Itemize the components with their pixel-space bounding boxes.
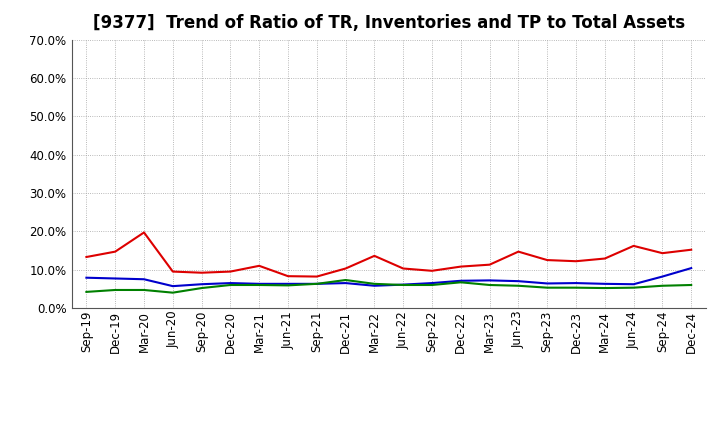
Inventories <box>255 281 264 286</box>
Trade Receivables <box>428 268 436 273</box>
Inventories <box>687 265 696 271</box>
Trade Receivables <box>485 262 494 268</box>
Trade Payables <box>629 285 638 290</box>
Trade Payables <box>456 280 465 285</box>
Trade Receivables <box>168 269 177 274</box>
Trade Receivables <box>543 257 552 263</box>
Trade Receivables <box>111 249 120 254</box>
Trade Receivables <box>140 230 148 235</box>
Trade Payables <box>572 285 580 290</box>
Trade Receivables <box>687 247 696 253</box>
Trade Payables <box>140 287 148 293</box>
Trade Payables <box>543 285 552 290</box>
Trade Payables <box>514 283 523 288</box>
Line: Trade Receivables: Trade Receivables <box>86 232 691 277</box>
Line: Trade Payables: Trade Payables <box>86 280 691 293</box>
Trade Payables <box>399 282 408 288</box>
Inventories <box>341 280 350 286</box>
Trade Payables <box>82 289 91 294</box>
Inventories <box>284 281 292 286</box>
Trade Receivables <box>600 256 609 261</box>
Inventories <box>600 281 609 286</box>
Trade Receivables <box>82 254 91 260</box>
Trade Payables <box>312 281 321 286</box>
Trade Payables <box>341 277 350 282</box>
Trade Payables <box>226 282 235 288</box>
Inventories <box>111 276 120 281</box>
Trade Receivables <box>197 270 206 275</box>
Inventories <box>197 282 206 287</box>
Trade Payables <box>370 281 379 286</box>
Trade Receivables <box>629 243 638 249</box>
Inventories <box>543 281 552 286</box>
Inventories <box>140 277 148 282</box>
Inventories <box>312 281 321 286</box>
Trade Receivables <box>255 263 264 268</box>
Trade Payables <box>255 282 264 288</box>
Inventories <box>456 278 465 283</box>
Inventories <box>168 283 177 289</box>
Inventories <box>572 280 580 286</box>
Trade Payables <box>111 287 120 293</box>
Trade Payables <box>600 286 609 291</box>
Trade Payables <box>168 290 177 295</box>
Inventories <box>658 274 667 279</box>
Inventories <box>629 282 638 287</box>
Trade Receivables <box>370 253 379 258</box>
Trade Receivables <box>456 264 465 269</box>
Line: Inventories: Inventories <box>86 268 691 286</box>
Inventories <box>82 275 91 280</box>
Inventories <box>226 280 235 286</box>
Inventories <box>399 282 408 287</box>
Trade Payables <box>197 286 206 291</box>
Inventories <box>485 278 494 283</box>
Inventories <box>514 279 523 284</box>
Trade Payables <box>284 283 292 288</box>
Trade Receivables <box>399 266 408 271</box>
Trade Receivables <box>312 274 321 279</box>
Trade Payables <box>485 282 494 288</box>
Inventories <box>370 283 379 288</box>
Trade Receivables <box>284 274 292 279</box>
Trade Receivables <box>572 259 580 264</box>
Trade Payables <box>658 283 667 288</box>
Trade Receivables <box>658 250 667 256</box>
Trade Receivables <box>514 249 523 254</box>
Inventories <box>428 280 436 286</box>
Trade Payables <box>687 282 696 288</box>
Trade Receivables <box>341 266 350 271</box>
Trade Receivables <box>226 269 235 274</box>
Trade Payables <box>428 282 436 288</box>
Title: [9377]  Trend of Ratio of TR, Inventories and TP to Total Assets: [9377] Trend of Ratio of TR, Inventories… <box>93 15 685 33</box>
